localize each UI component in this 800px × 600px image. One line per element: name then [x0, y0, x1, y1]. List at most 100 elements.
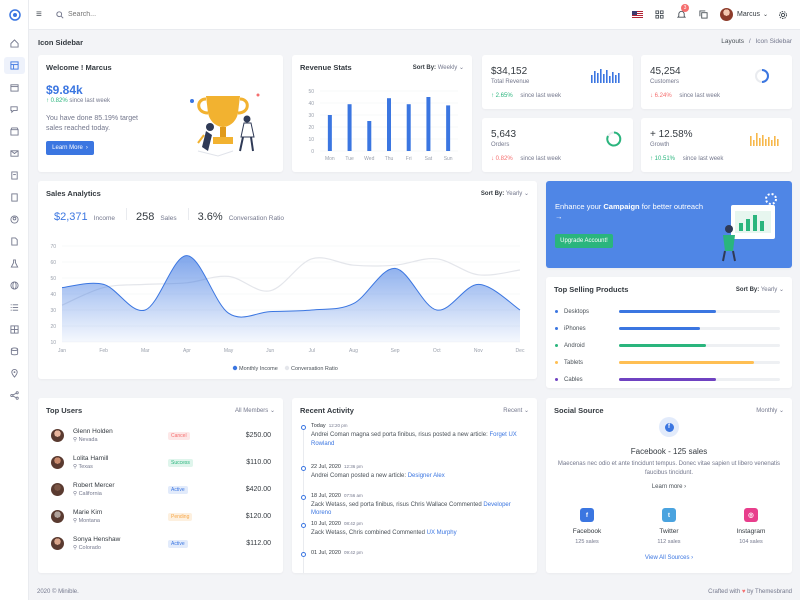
table-row[interactable]: Marie Kim ⚲ Montana Pending $120.00: [51, 503, 271, 530]
sidebar-item-calendar[interactable]: [0, 76, 29, 98]
x-tick-label: Fri: [406, 156, 412, 162]
sidebar-item-chat[interactable]: [0, 98, 29, 120]
stat-value: $34,152: [491, 66, 528, 77]
activity-text-body: Zack Wetass, sed porta finibus, risus Ch…: [311, 501, 484, 508]
arrow-right-icon: →: [555, 212, 563, 221]
settings-button[interactable]: [772, 0, 794, 30]
menu-toggle-icon[interactable]: ≡: [36, 9, 42, 20]
revenue-sort[interactable]: Sort By: Weekly ⌄: [412, 65, 464, 71]
activity-item: Today 12:20 pm Andrei Coman magna sed port…: [300, 423, 530, 464]
activity-date: 10 Jul, 2020 08:42 pm: [311, 521, 530, 527]
logo[interactable]: [0, 0, 29, 30]
sidebar-item-invoices[interactable]: [0, 164, 29, 186]
y-tick-label: 40: [50, 292, 56, 298]
user-amount: $120.00: [245, 513, 271, 520]
customers-ring: [755, 69, 769, 83]
activity-link[interactable]: Designer Alex: [407, 473, 445, 479]
stat-label: Orders: [491, 142, 510, 148]
users-title: Top Users: [46, 406, 83, 415]
user-menu[interactable]: Marcus ⌄: [720, 8, 768, 21]
learn-more-link[interactable]: Learn more ›: [651, 484, 687, 490]
copy-button[interactable]: [692, 0, 714, 30]
sidebar-item-tables[interactable]: [0, 318, 29, 340]
sidebar-item-layouts[interactable]: [0, 54, 29, 76]
footer-copyright: 2020 © Minible.: [37, 588, 79, 595]
social-source-facebook[interactable]: f Facebook 125 sales: [546, 508, 628, 545]
users-filter[interactable]: All Members ⌄: [234, 408, 275, 414]
stat-change: 6.24%: [654, 93, 672, 99]
sidebar-item-components[interactable]: [0, 274, 29, 296]
sidebar-item-dashboard[interactable]: [0, 32, 29, 54]
sidebar-item-maps[interactable]: [0, 362, 29, 384]
y-tick-label: 30: [50, 308, 56, 314]
user-info: Lolita Hamill ⚲ Texas: [73, 455, 168, 470]
products-sort[interactable]: Sort By: Yearly ⌄: [735, 287, 784, 293]
y-tick-label: 10: [308, 137, 314, 143]
apps-grid-button[interactable]: [648, 0, 670, 30]
campaign-text-bold: Campaign: [603, 202, 640, 211]
social-title: Social Source: [554, 406, 604, 415]
activity-text: Andrei Coman posted a new article: Desig…: [311, 472, 530, 481]
footer-credit: Crafted with ♥ by Themesbrand: [708, 589, 792, 595]
sidebar-item-pages[interactable]: [0, 230, 29, 252]
search-input[interactable]: [68, 11, 188, 18]
store-icon: [10, 126, 19, 136]
sales-area-chart: 10 20 30 40 50 60 70 Jan Feb Mar Apr May Jun Jul Aug Se…: [50, 244, 525, 372]
legend-marker: [284, 365, 290, 371]
sidebar-item-lists[interactable]: [0, 296, 29, 318]
table-row[interactable]: Sonya Henshaw ⚲ Colorado Active $112.00: [51, 530, 271, 557]
social-source-twitter[interactable]: t Twitter 112 sales: [628, 508, 710, 545]
sort-label: Sort By:: [412, 65, 437, 71]
sidebar-item-share[interactable]: [0, 384, 29, 406]
revenue-card: Revenue Stats Sort By: Weekly ⌄ 0 10 20 30 4…: [292, 55, 472, 172]
table-row[interactable]: Robert Mercer ⚲ California Active $420.00: [51, 476, 271, 503]
user-name: Sonya Henshaw: [73, 536, 121, 543]
y-tick-label: 0: [311, 149, 314, 155]
revenue-title: Revenue Stats: [300, 63, 352, 72]
us-flag-icon: [631, 11, 643, 18]
social-text: Maecenas nec odio et ante tincidunt temp…: [557, 461, 781, 476]
activity-time: 09:42 pm: [343, 549, 363, 555]
sidebar-item-users[interactable]: [0, 208, 29, 230]
language-selector[interactable]: [626, 0, 648, 30]
arrow-up-icon: ↑: [650, 156, 653, 162]
activity-date-text: Today: [311, 423, 326, 429]
activity-filter[interactable]: Recent ⌄: [503, 408, 529, 414]
analytics-sort[interactable]: Sort By: Yearly ⌄: [480, 191, 529, 197]
series-area-monthly-income: [62, 255, 520, 342]
activity-link[interactable]: UX Murphy: [426, 530, 457, 536]
sort-value: Yearly: [505, 191, 523, 197]
sidebar-item-ui[interactable]: [0, 252, 29, 274]
view-all-sources-link[interactable]: View All Sources ›: [644, 555, 694, 561]
stat-label: Customers: [650, 79, 680, 85]
footer: 2020 © Minible. Crafted with ♥ by Themes…: [29, 583, 800, 600]
location-pin-icon: ⚲: [73, 518, 79, 524]
sidebar-item-email[interactable]: [0, 142, 29, 164]
notifications-button[interactable]: 3: [670, 0, 692, 30]
table-row[interactable]: Lolita Hamill ⚲ Texas Success $110.00: [51, 449, 271, 476]
heart-icon: ♥: [741, 588, 746, 595]
learn-more-button[interactable]: Learn More ›: [46, 141, 94, 155]
campaign-text-pre: Enhance your: [555, 202, 604, 211]
grid-icon: [654, 10, 664, 19]
user-name: Glenn Holden: [73, 428, 113, 435]
activity-link[interactable]: Developer Moreno: [311, 501, 511, 517]
breadcrumb-layouts[interactable]: Layouts: [721, 38, 745, 45]
social-source-instagram[interactable]: ◎ Instagram 104 sales: [710, 508, 792, 545]
social-filter[interactable]: Monthly ⌄: [756, 408, 784, 414]
upgrade-account-button[interactable]: Upgrade Account!: [555, 234, 613, 248]
sidebar-item-ecommerce[interactable]: [0, 120, 29, 142]
activity-item: 10 Jul, 2020 08:42 pm Zack Wetass, Chris c…: [300, 521, 530, 550]
location-pin-icon: ⚲: [73, 545, 79, 551]
income-label: Income: [93, 215, 115, 222]
activity-link[interactable]: Forget UX Rowland: [311, 432, 517, 447]
table-row[interactable]: Glenn Holden ⚲ Nevada Cancel $250.00: [51, 422, 271, 449]
x-tick-label: Nov: [474, 348, 483, 354]
sidebar-item-contacts[interactable]: [0, 186, 29, 208]
sidebar-item-database[interactable]: [0, 340, 29, 362]
location-pin-icon: ⚲: [73, 464, 79, 470]
product-bar-track: [619, 378, 780, 381]
legend-label: Conversation Ratio: [291, 366, 338, 372]
campaign-illustration: [722, 193, 777, 262]
activity-date-text: 18 Jul, 2020: [311, 492, 341, 499]
